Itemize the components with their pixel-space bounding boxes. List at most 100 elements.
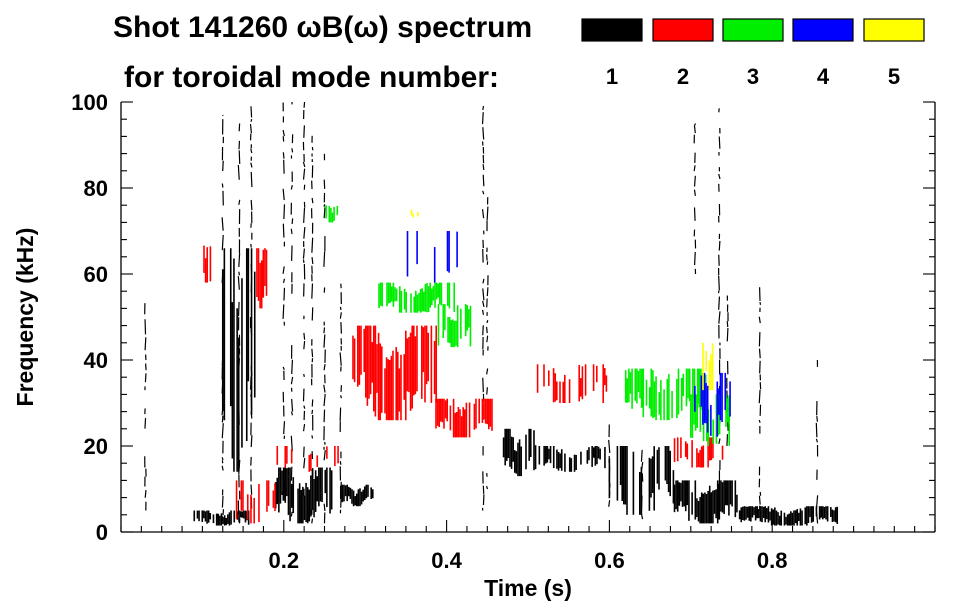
spectral-streak <box>250 106 253 118</box>
spectral-streak <box>311 197 314 204</box>
spectral-streak <box>290 376 294 385</box>
spectral-streak <box>302 168 306 180</box>
spectral-streak <box>608 439 611 453</box>
spectral-streak <box>237 301 240 317</box>
spectral-streak <box>726 328 729 342</box>
spectral-streak <box>323 363 326 371</box>
spectral-streak <box>302 248 305 259</box>
spectral-streak <box>250 199 253 211</box>
spectral-streak <box>486 320 489 324</box>
spectral-streak <box>282 278 286 283</box>
spectral-streak <box>693 165 696 172</box>
spectral-streak <box>311 237 314 253</box>
spectral-streak <box>238 199 241 205</box>
y-tick-label: 80 <box>84 176 108 201</box>
spectral-streak <box>238 253 241 267</box>
spectral-streak <box>282 129 285 137</box>
axes-frame <box>120 102 936 533</box>
spectral-streak <box>323 207 326 219</box>
spectral-streak <box>311 348 314 358</box>
spectral-streak <box>815 422 818 438</box>
spectral-streak <box>482 190 485 195</box>
spectral-streak <box>481 112 484 125</box>
spectral-streak <box>718 275 720 290</box>
spectral-streak <box>290 511 293 517</box>
spectral-streak <box>311 257 314 265</box>
spectral-streak <box>250 118 253 122</box>
spectral-streak <box>486 335 489 343</box>
spectral-streak <box>283 204 286 220</box>
legend-label-mode-2: 2 <box>677 64 689 89</box>
spectral-streak <box>290 228 293 235</box>
x-tick-label: 0.2 <box>269 548 300 573</box>
legend-swatch-mode-4 <box>792 18 854 42</box>
spectral-streak <box>250 148 253 154</box>
spectral-streak <box>290 435 293 452</box>
spectral-streak <box>250 484 253 495</box>
spectral-streak <box>303 458 306 469</box>
spectral-streak <box>482 300 485 308</box>
x-tick-label: 0.4 <box>431 548 462 573</box>
spectral-streak <box>339 460 342 465</box>
legend-label-mode-4: 4 <box>817 64 830 89</box>
spectral-streak <box>221 183 224 188</box>
spectral-streak <box>718 240 721 251</box>
spectral-streak <box>323 384 326 393</box>
spectral-streak <box>758 419 761 423</box>
spectral-streak <box>486 254 488 261</box>
spectral-streak <box>303 446 305 458</box>
spectral-streak <box>340 395 343 399</box>
spectral-streak <box>482 377 484 393</box>
spectral-streak <box>482 127 485 140</box>
spectral-streak <box>303 341 306 350</box>
spectral-streak <box>693 123 697 126</box>
spectral-streak <box>758 495 761 505</box>
x-axis-label: Time (s) <box>484 575 572 601</box>
spectral-streak <box>758 316 761 324</box>
spectral-streak <box>290 411 293 416</box>
spectral-streak <box>282 266 285 274</box>
y-tick-label: 100 <box>71 90 108 115</box>
spectral-streak <box>693 175 696 187</box>
spectral-streak <box>282 188 285 201</box>
spectral-streak <box>221 217 224 231</box>
spectral-streak <box>486 206 489 221</box>
spectral-streak <box>323 327 326 334</box>
spectral-streak <box>282 304 285 319</box>
axis-tick-labels: 0.2 0.4 0.6 0.8 0 20 40 60 80 100 <box>71 90 787 573</box>
spectral-streak <box>481 209 485 219</box>
chart-title-line2: for toroidal mode number: <box>124 61 499 94</box>
spectral-streak <box>485 326 488 334</box>
spectral-streak <box>311 409 314 415</box>
spectral-streak <box>758 389 761 404</box>
spectral-streak <box>282 223 285 238</box>
axis-ticks <box>120 101 936 533</box>
spectral-streak <box>283 287 286 301</box>
spectral-streak <box>311 518 314 524</box>
legend-label-mode-3: 3 <box>747 64 759 89</box>
y-axis-label: Frequency (kHz) <box>12 228 38 407</box>
spectral-streak <box>144 489 147 498</box>
y-tick-label: 0 <box>96 520 108 545</box>
spectral-streak <box>303 227 306 239</box>
spectral-streak <box>282 366 285 370</box>
y-tick-label: 20 <box>84 434 108 459</box>
spectral-streak <box>323 503 326 512</box>
x-tick-label: 0.8 <box>757 548 788 573</box>
spectral-streak <box>238 271 241 276</box>
spectral-streak <box>608 500 611 507</box>
spectral-streak <box>311 146 314 151</box>
spectral-streak <box>303 207 306 223</box>
spectral-streak <box>303 125 305 138</box>
spectral-streak <box>486 485 489 490</box>
spectral-streak <box>302 423 306 432</box>
spectral-streak <box>481 309 485 315</box>
spectral-streak <box>693 207 696 221</box>
spectral-streak <box>302 259 305 263</box>
y-tick-label: 60 <box>84 262 108 287</box>
spectrogram-data <box>144 102 839 526</box>
spectral-streak <box>221 457 224 461</box>
spectral-streak <box>693 189 696 196</box>
spectral-streak <box>718 296 721 310</box>
spectral-streak <box>340 322 342 334</box>
